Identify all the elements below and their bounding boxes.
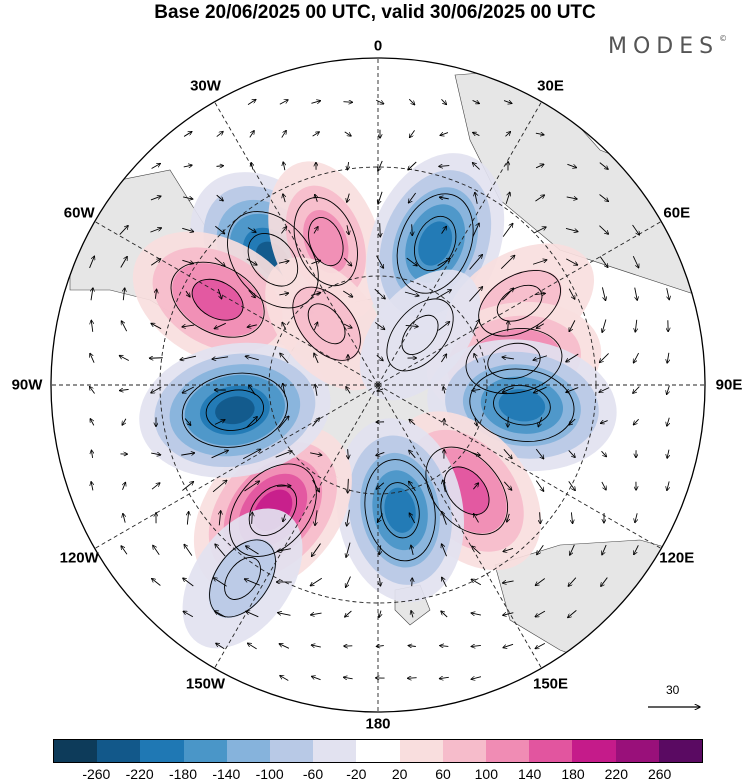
brand-text: MODES [608,34,720,59]
colorbar-tick-label: -180 [168,766,198,782]
longitude-label: 120W [59,549,99,566]
anomaly-center [336,418,464,603]
colorbar-tick-label: 140 [517,766,542,782]
longitude-label: 150W [185,675,226,693]
anomaly-center [182,508,303,649]
longitude-label: 30E [537,77,564,95]
colorbar-segment [97,740,141,762]
longitude-label: 60W [63,204,95,221]
colorbar-tick-label: 220 [604,766,629,782]
modes-logo: MODES© [608,34,727,59]
colorbar-tick-label: 60 [435,766,451,782]
colorbar-segment [399,740,443,762]
longitude-label: 60E [663,204,691,221]
colorbar-segment [270,740,314,762]
reference-vector-label: 30 [666,683,680,697]
longitude-label: 90W [11,376,43,394]
longitude-label: 0 [373,37,383,55]
colorbar-segment [313,740,357,762]
colorbar-tick-label: -100 [255,766,284,782]
colorbar-segment [486,740,530,762]
graticule [51,58,705,712]
copyright-mark: © [719,34,728,43]
colorbar-segment [658,740,703,762]
map-border [50,57,706,713]
colorbar-segment [529,740,573,762]
colorbar-segment [572,740,616,762]
colorbar-tick-label: 260 [647,766,672,782]
colorbar-tick-label: -20 [346,766,367,782]
colorbar-tick-label: 180 [561,766,585,782]
colorbar-tick-label: 20 [391,766,408,782]
wind-vectors [89,99,669,681]
colorbar-segment [140,740,184,762]
colorbar [53,739,703,763]
colorbar-segment [226,740,271,762]
map-title: Base 20/06/2025 00 UTC, valid 30/06/2025… [154,2,596,23]
colorbar-tick-label: -220 [125,766,154,782]
longitude-label: 150E [532,675,569,693]
colorbar-tick-label: 100 [474,766,499,782]
longitude-label: 30W [190,77,221,95]
colorbar-segment [615,740,659,762]
anomaly-center [359,269,481,401]
colorbar-tick-label: -260 [82,766,111,782]
longitude-label: 90E [715,376,743,394]
anomaly-center [265,257,389,391]
longitude-label: 120E [659,549,695,566]
colorbar-segment [183,740,227,762]
colorbar-tick-label: -140 [212,766,241,782]
longitude-label: 180 [365,715,391,733]
colorbar-segment [356,740,400,762]
colorbar-segment [442,740,487,762]
anomaly-center [139,342,331,478]
contour-layer [170,193,575,618]
colorbar-segment [54,740,98,762]
anomaly-layer [132,153,617,649]
colorbar-tick-label: -60 [302,766,324,782]
